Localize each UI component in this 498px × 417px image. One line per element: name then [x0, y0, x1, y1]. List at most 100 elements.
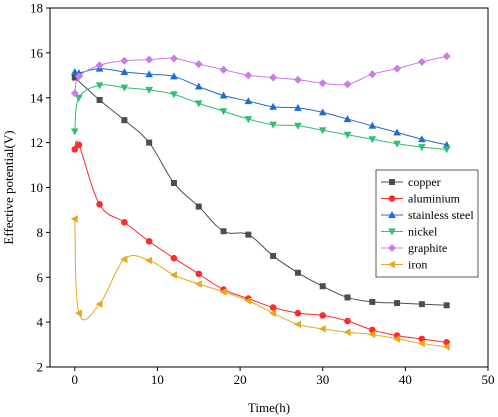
- legend-marker-copper: [389, 179, 395, 185]
- data-point-iron: [269, 309, 277, 317]
- data-point-aluminium: [71, 146, 79, 153]
- data-point-stainless-steel: [170, 72, 178, 80]
- data-point-copper: [443, 302, 450, 309]
- data-point-graphite: [194, 60, 203, 69]
- data-point-aluminium: [294, 309, 302, 317]
- series-copper: [71, 74, 450, 309]
- data-point-iron: [417, 339, 425, 348]
- y-axis-title: Effective potential(V): [1, 130, 16, 244]
- series-iron: [70, 215, 450, 351]
- data-point-stainless-steel: [269, 102, 277, 110]
- data-point-copper: [319, 283, 326, 290]
- legend-marker-stainless-steel: [388, 211, 396, 218]
- data-point-nickel: [145, 86, 153, 94]
- data-point-nickel: [418, 144, 426, 152]
- data-point-graphite: [318, 79, 327, 88]
- data-point-aluminium: [170, 254, 178, 262]
- data-point-aluminium: [75, 141, 83, 149]
- y-tick-label: 12: [30, 135, 43, 150]
- data-point-iron: [95, 300, 103, 308]
- legend-label-graphite: graphite: [408, 241, 447, 255]
- axes-layer: 0 10 20 30 40 50 2 4 6 8 10 12 14 16 18: [30, 1, 495, 388]
- data-point-nickel: [95, 82, 104, 90]
- data-point-copper: [369, 298, 376, 305]
- data-point-aluminium: [319, 312, 327, 319]
- data-point-aluminium: [344, 317, 351, 325]
- series-layer: [70, 52, 451, 351]
- data-point-iron: [120, 255, 128, 264]
- data-point-copper: [96, 96, 103, 103]
- data-point-nickel: [120, 84, 129, 92]
- data-point-iron: [74, 309, 82, 317]
- data-point-aluminium: [96, 201, 103, 208]
- data-point-iron: [293, 320, 301, 329]
- x-tick-label: 10: [151, 372, 164, 387]
- data-point-iron: [194, 280, 202, 288]
- legend-marker-aluminium: [388, 195, 396, 202]
- data-point-nickel: [343, 131, 352, 139]
- data-point-nickel: [318, 127, 327, 135]
- data-point-graphite: [169, 54, 178, 63]
- y-tick-label: 2: [37, 360, 44, 375]
- data-point-nickel: [294, 122, 302, 130]
- x-tick-label: 40: [399, 372, 412, 387]
- data-point-graphite: [120, 56, 129, 65]
- y-tick-label: 16: [30, 45, 44, 60]
- data-point-aluminium: [195, 270, 203, 278]
- y-tick-label: 10: [30, 180, 43, 195]
- data-point-copper: [220, 228, 227, 235]
- data-point-graphite: [244, 71, 253, 80]
- legend-label-copper: copper: [408, 175, 441, 189]
- data-point-aluminium: [121, 218, 128, 226]
- data-point-stainless-steel: [343, 115, 352, 123]
- data-point-iron: [145, 256, 153, 265]
- data-point-iron: [219, 288, 227, 296]
- y-tick-label: 4: [37, 315, 44, 330]
- data-point-graphite: [74, 72, 83, 81]
- data-point-graphite: [393, 64, 402, 73]
- legend: copper aluminium stainless steel nickel grap…: [375, 169, 479, 278]
- data-point-graphite: [269, 73, 278, 82]
- data-point-nickel: [219, 108, 228, 116]
- data-point-nickel: [368, 136, 377, 144]
- x-tick-label: 0: [72, 372, 79, 387]
- x-tick-label: 30: [316, 372, 329, 387]
- x-tick-label: 50: [482, 372, 495, 387]
- data-point-copper: [146, 139, 153, 146]
- data-point-graphite: [343, 80, 352, 89]
- data-point-stainless-steel: [442, 140, 451, 148]
- y-tick-label: 14: [30, 90, 44, 105]
- data-point-nickel: [70, 128, 79, 136]
- data-point-iron: [368, 330, 376, 339]
- data-point-nickel: [170, 91, 178, 99]
- data-point-iron: [169, 271, 177, 279]
- series-nickel: [70, 82, 451, 154]
- data-point-graphite: [293, 75, 302, 84]
- data-point-aluminium: [269, 304, 277, 311]
- data-point-iron: [343, 328, 351, 337]
- data-point-copper: [71, 74, 78, 81]
- series-graphite: [70, 52, 451, 98]
- x-axis-title: Time(h): [248, 400, 290, 415]
- legend-label-stainless-steel: stainless steel: [408, 208, 474, 222]
- series-line-stainless-steel: [74, 68, 447, 146]
- x-tick-label: 20: [234, 372, 247, 387]
- data-point-stainless-steel: [120, 67, 129, 75]
- data-point-iron: [442, 343, 450, 351]
- data-point-nickel: [393, 140, 401, 148]
- y-tick-label: 18: [30, 1, 43, 16]
- legend-label-nickel: nickel: [408, 225, 438, 239]
- data-point-graphite: [442, 52, 451, 61]
- data-point-copper: [270, 252, 277, 259]
- data-point-stainless-steel: [318, 108, 327, 116]
- data-point-nickel: [442, 146, 451, 154]
- data-point-stainless-steel: [219, 91, 228, 99]
- data-point-copper: [170, 180, 177, 187]
- y-tick-label: 8: [37, 225, 44, 240]
- data-point-iron: [318, 325, 326, 333]
- data-point-stainless-steel: [294, 103, 302, 111]
- data-point-stainless-steel: [194, 82, 203, 90]
- data-point-iron: [244, 297, 252, 305]
